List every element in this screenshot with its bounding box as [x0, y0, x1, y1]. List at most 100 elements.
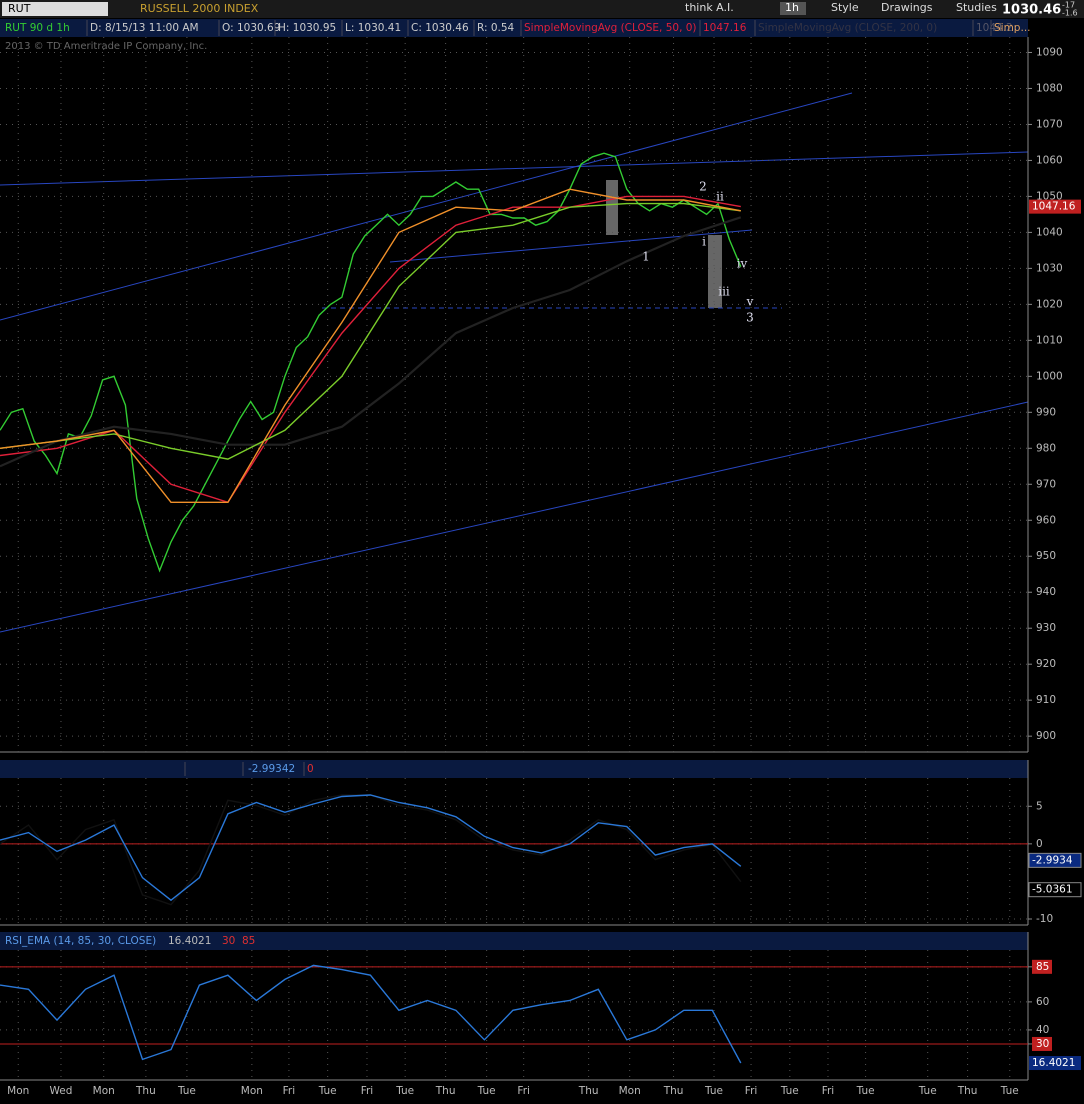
level-box [1032, 1036, 1052, 1051]
x-tick-label: Tue [1000, 1085, 1019, 1097]
button[interactable]: Drawings [881, 1, 933, 14]
x-tick-label: Mon [241, 1085, 263, 1097]
wave-label: ii [716, 190, 724, 204]
button[interactable]: 1h [785, 1, 799, 14]
copyright: 2013 © TD Ameritrade IP Company, Inc. [5, 41, 207, 52]
x-tick-label: Tue [856, 1085, 875, 1097]
symbol-box[interactable] [2, 2, 108, 16]
header-field: SimpleMovingAvg (CLOSE, 200, 0) [758, 22, 937, 34]
last-price: 1030.46 [1002, 3, 1061, 18]
x-tick-label: Tue [918, 1085, 937, 1097]
y-tick-label: -10 [1036, 913, 1053, 925]
value-label: -2.9934 [1032, 854, 1073, 866]
level-box [1032, 959, 1052, 974]
x-tick-label: Tue [395, 1085, 414, 1097]
x-tick-label: Tue [477, 1085, 496, 1097]
wave-label: 1 [642, 250, 650, 264]
header-field: Simp... [994, 22, 1031, 34]
wave-label: v [746, 295, 754, 309]
y-tick-label: 1040 [1036, 226, 1063, 238]
series-line [0, 964, 742, 1064]
header-field: 30 [222, 935, 235, 947]
y-tick-label: 1090 [1036, 46, 1063, 58]
shade [708, 235, 722, 308]
y-tick-label: 5 [1036, 800, 1043, 812]
panel [0, 778, 1028, 925]
y-tick-label: 1060 [1036, 154, 1063, 166]
x-tick-label: Fri [361, 1085, 374, 1097]
y-tick-label: 950 [1036, 550, 1056, 562]
header-field: R: 0.54 [477, 22, 515, 34]
y-tick-label: 970 [1036, 478, 1056, 490]
header-field: D: 8/15/13 11:00 AM [90, 22, 199, 34]
shade [606, 180, 618, 235]
y-tick-label: 980 [1036, 442, 1056, 454]
y-tick-label: 1010 [1036, 334, 1063, 346]
value-box [1028, 882, 1082, 898]
value-box [1029, 1056, 1081, 1071]
button[interactable]: Style [831, 1, 859, 14]
button[interactable]: think A.I. [685, 1, 734, 14]
header-field: 1047.16 [703, 22, 747, 34]
value-box [1029, 199, 1081, 214]
x-tick-label: Tue [780, 1085, 799, 1097]
header-field: 1044.2 [976, 22, 1013, 34]
y-tick-label: 940 [1036, 586, 1056, 598]
header-field: L: 1030.41 [345, 22, 401, 34]
wave-label: i [702, 235, 706, 249]
series-line [0, 794, 742, 902]
wave-label: iv [737, 257, 748, 271]
header-field: O: 1030.69 [222, 22, 280, 34]
y-tick-label: 1080 [1036, 82, 1063, 94]
x-tick-label: Tue [704, 1085, 723, 1097]
header-field: -2.99342 [248, 763, 295, 775]
y-tick-label: 85 [1036, 961, 1049, 973]
drawings [0, 92, 1029, 633]
wave-label: 2 [699, 180, 707, 194]
x-tick-label: Mon [93, 1085, 115, 1097]
trendline [0, 151, 1029, 186]
y-tick-label: 1070 [1036, 118, 1063, 130]
y-tick-label: 1020 [1036, 298, 1063, 310]
value-label: -5.0361 [1032, 884, 1073, 896]
trendline [0, 92, 853, 321]
y-tick-label: 1000 [1036, 370, 1063, 382]
change-pct: -1.6 [1062, 9, 1078, 18]
value-label: 16.4021 [1032, 1057, 1075, 1069]
x-tick-label: Fri [822, 1085, 835, 1097]
panel-header [0, 932, 1028, 950]
wave-label: 3 [746, 311, 754, 325]
x-tick-label: Mon [619, 1085, 641, 1097]
x-tick-label: Fri [745, 1085, 758, 1097]
series-line [0, 152, 742, 573]
symbol: RUT [8, 2, 31, 15]
series-line [0, 188, 741, 503]
x-tick-label: Thu [435, 1085, 456, 1097]
y-tick-label: 1050 [1036, 190, 1063, 202]
x-tick-label: Fri [283, 1085, 296, 1097]
wave-label: iii [718, 285, 730, 299]
y-tick-label: 990 [1036, 406, 1056, 418]
x-tick-label: Thu [135, 1085, 156, 1097]
y-tick-label: 1030 [1036, 262, 1063, 274]
header-bar [0, 19, 1028, 37]
toolbar [0, 0, 1084, 18]
x-tick-label: Thu [663, 1085, 684, 1097]
x-tick-label: Mon [7, 1085, 29, 1097]
series-line [0, 216, 742, 468]
trendline [0, 401, 1029, 633]
header-field: H: 1030.95 [278, 22, 336, 34]
x-tick-label: Wed [50, 1085, 73, 1097]
value-box [1028, 852, 1082, 868]
change: -17 [1062, 1, 1075, 10]
header-field: 85 [242, 935, 255, 947]
value-label: 1047.16 [1032, 201, 1076, 213]
y-tick-label: 40 [1036, 1024, 1049, 1036]
header-field: 0 [307, 763, 314, 775]
trendline [389, 229, 753, 263]
x-tick-label: Tue [177, 1085, 196, 1097]
header-field: C: 1030.46 [411, 22, 469, 34]
button[interactable]: Studies [956, 1, 997, 14]
header-field: RUT 90 d 1h [5, 22, 70, 34]
